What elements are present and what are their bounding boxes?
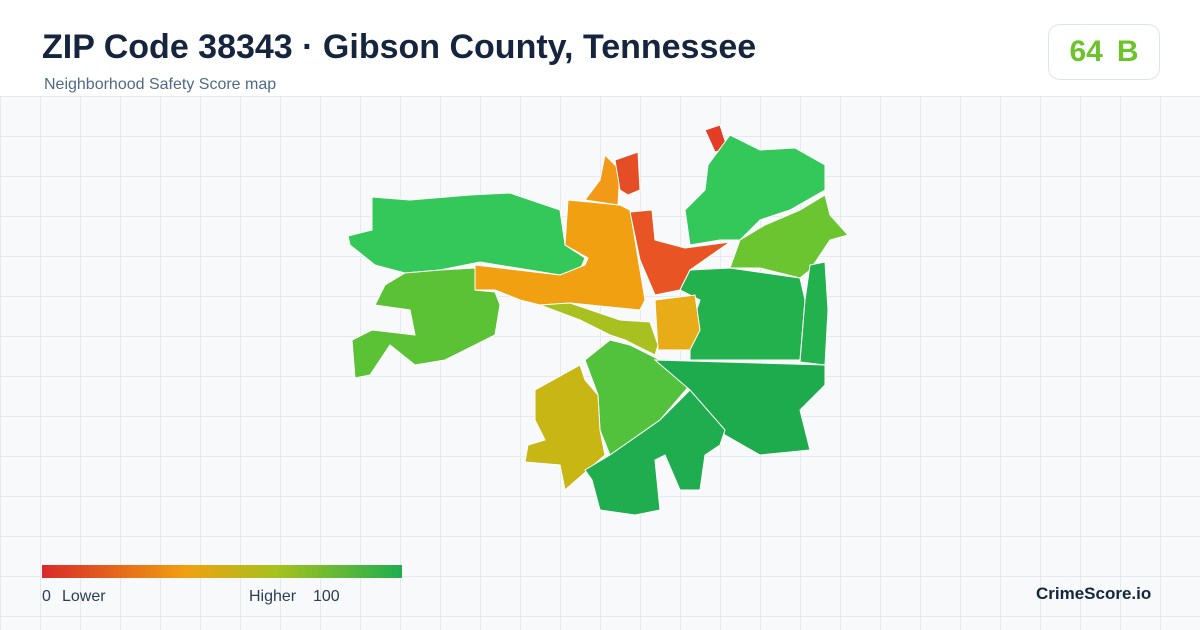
area (347, 192, 586, 276)
area (654, 294, 701, 351)
title: ZIP Code 38343 · Gibson County, Tennesse… (42, 28, 757, 66)
area (679, 267, 806, 361)
legend-min-label: Lower (62, 588, 106, 605)
area (584, 153, 621, 206)
area (539, 302, 659, 356)
legend-gradient (42, 565, 402, 578)
area (684, 134, 826, 246)
legend-max: 100 (313, 588, 340, 605)
area (524, 364, 606, 491)
score-value: 64 (1069, 35, 1103, 68)
area (729, 194, 849, 279)
area (584, 389, 726, 516)
area (629, 209, 731, 296)
area (614, 151, 641, 196)
score-grade: B (1116, 35, 1139, 68)
area (799, 261, 829, 366)
legend-max-label: Higher (249, 588, 297, 605)
subtitle: Neighborhood Safety Score map (44, 76, 277, 93)
brand: CrimeScore.io (1036, 584, 1152, 603)
score-badge: 64 B (1048, 24, 1160, 80)
legend-min: 0 (42, 588, 51, 605)
header: ZIP Code 38343 · Gibson County, Tennesse… (0, 0, 1200, 97)
area (474, 199, 646, 311)
area (351, 267, 501, 379)
